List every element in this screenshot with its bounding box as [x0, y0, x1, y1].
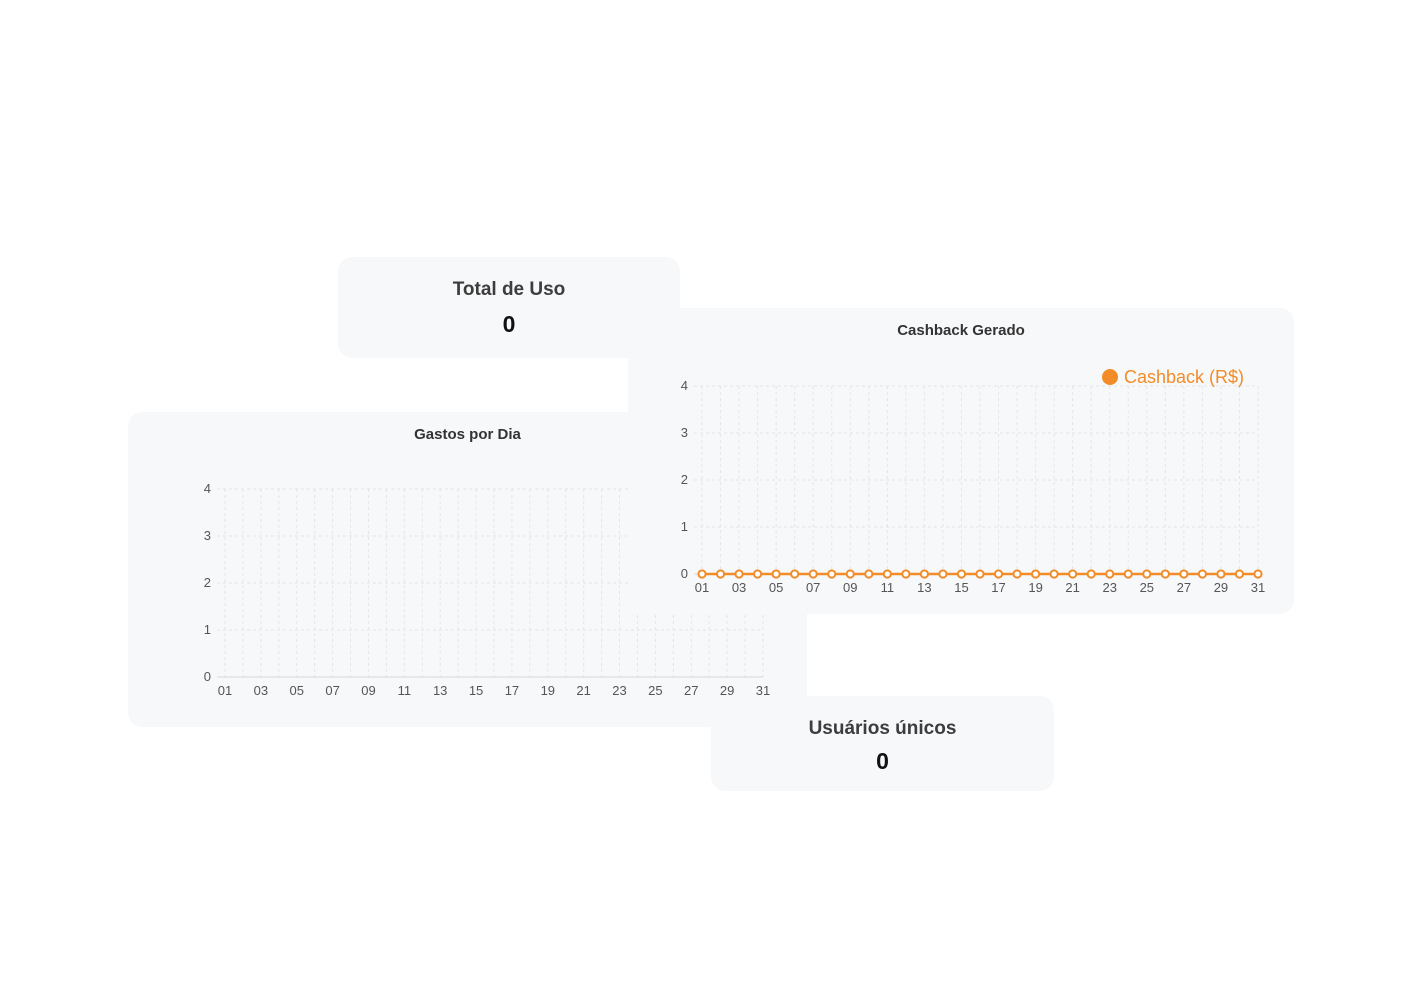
x-tick-label: 31: [1251, 580, 1265, 595]
data-point: [976, 570, 983, 577]
y-tick-label: 4: [681, 378, 688, 393]
x-tick-label: 25: [1140, 580, 1154, 595]
x-tick-label: 21: [1065, 580, 1079, 595]
x-tick-label: 17: [505, 683, 519, 698]
data-point: [1013, 570, 1020, 577]
data-point: [939, 570, 946, 577]
data-point: [865, 570, 872, 577]
x-tick-label: 27: [1177, 580, 1191, 595]
x-tick-label: 13: [917, 580, 931, 595]
data-point: [810, 570, 817, 577]
data-point: [1069, 570, 1076, 577]
data-point: [1088, 570, 1095, 577]
y-tick-label: 0: [204, 669, 211, 684]
x-tick-label: 11: [398, 683, 412, 698]
total-uso-value: 0: [338, 311, 680, 338]
data-point: [902, 570, 909, 577]
x-tick-label: 01: [695, 580, 709, 595]
x-tick-label: 05: [769, 580, 783, 595]
y-tick-label: 2: [204, 575, 211, 590]
x-tick-label: 07: [806, 580, 820, 595]
x-tick-label: 03: [732, 580, 746, 595]
x-tick-label: 27: [684, 683, 698, 698]
data-point: [1125, 570, 1132, 577]
y-tick-label: 1: [204, 622, 211, 637]
x-tick-label: 03: [254, 683, 268, 698]
y-tick-label: 4: [204, 481, 211, 496]
data-point: [958, 570, 965, 577]
data-point: [884, 570, 891, 577]
usuarios-unicos-title: Usuários únicos: [711, 718, 1054, 740]
data-point: [754, 570, 761, 577]
data-point: [1236, 570, 1243, 577]
data-point: [735, 570, 742, 577]
x-tick-label: 09: [361, 683, 375, 698]
data-point: [1032, 570, 1039, 577]
data-point: [1254, 570, 1261, 577]
data-point: [1106, 570, 1113, 577]
usuarios-unicos-card: Usuários únicos 0: [711, 696, 1054, 791]
x-tick-label: 07: [325, 683, 339, 698]
data-point: [1180, 570, 1187, 577]
data-point: [1217, 570, 1224, 577]
x-tick-label: 23: [1102, 580, 1116, 595]
x-tick-label: 17: [991, 580, 1005, 595]
usuarios-unicos-value: 0: [711, 748, 1054, 775]
y-tick-label: 3: [681, 425, 688, 440]
total-uso-card: Total de Uso 0: [338, 257, 680, 358]
legend-marker-cashback: [1102, 369, 1118, 385]
data-point: [828, 570, 835, 577]
data-point: [921, 570, 928, 577]
x-tick-label: 05: [289, 683, 303, 698]
total-uso-title: Total de Uso: [338, 279, 680, 301]
data-point: [995, 570, 1002, 577]
x-tick-label: 11: [881, 580, 895, 595]
data-point: [847, 570, 854, 577]
x-tick-label: 21: [576, 683, 590, 698]
x-tick-label: 01: [218, 683, 232, 698]
y-tick-label: 2: [681, 472, 688, 487]
y-tick-label: 1: [681, 519, 688, 534]
cashback-chart-card: Cashback Gerado 0 1 2 3 4 01 03 05 07 09 11 13 15 17 1…: [628, 308, 1294, 614]
data-point: [698, 570, 705, 577]
x-tick-label: 15: [954, 580, 968, 595]
y-tick-label: 0: [681, 566, 688, 581]
x-tick-label: 15: [469, 683, 483, 698]
legend-label-cashback: Cashback (R$): [1124, 367, 1244, 387]
x-tick-label: 29: [1214, 580, 1228, 595]
data-point: [791, 570, 798, 577]
data-point: [1143, 570, 1150, 577]
data-point: [1051, 570, 1058, 577]
x-tick-label: 23: [612, 683, 626, 698]
y-tick-label: 3: [204, 528, 211, 543]
x-tick-label: 25: [648, 683, 662, 698]
x-tick-label: 09: [843, 580, 857, 595]
data-point: [1199, 570, 1206, 577]
x-tick-label: 13: [433, 683, 447, 698]
data-point: [1162, 570, 1169, 577]
x-tick-label: 19: [541, 683, 555, 698]
data-point: [773, 570, 780, 577]
data-point: [717, 570, 724, 577]
x-tick-label: 19: [1028, 580, 1042, 595]
